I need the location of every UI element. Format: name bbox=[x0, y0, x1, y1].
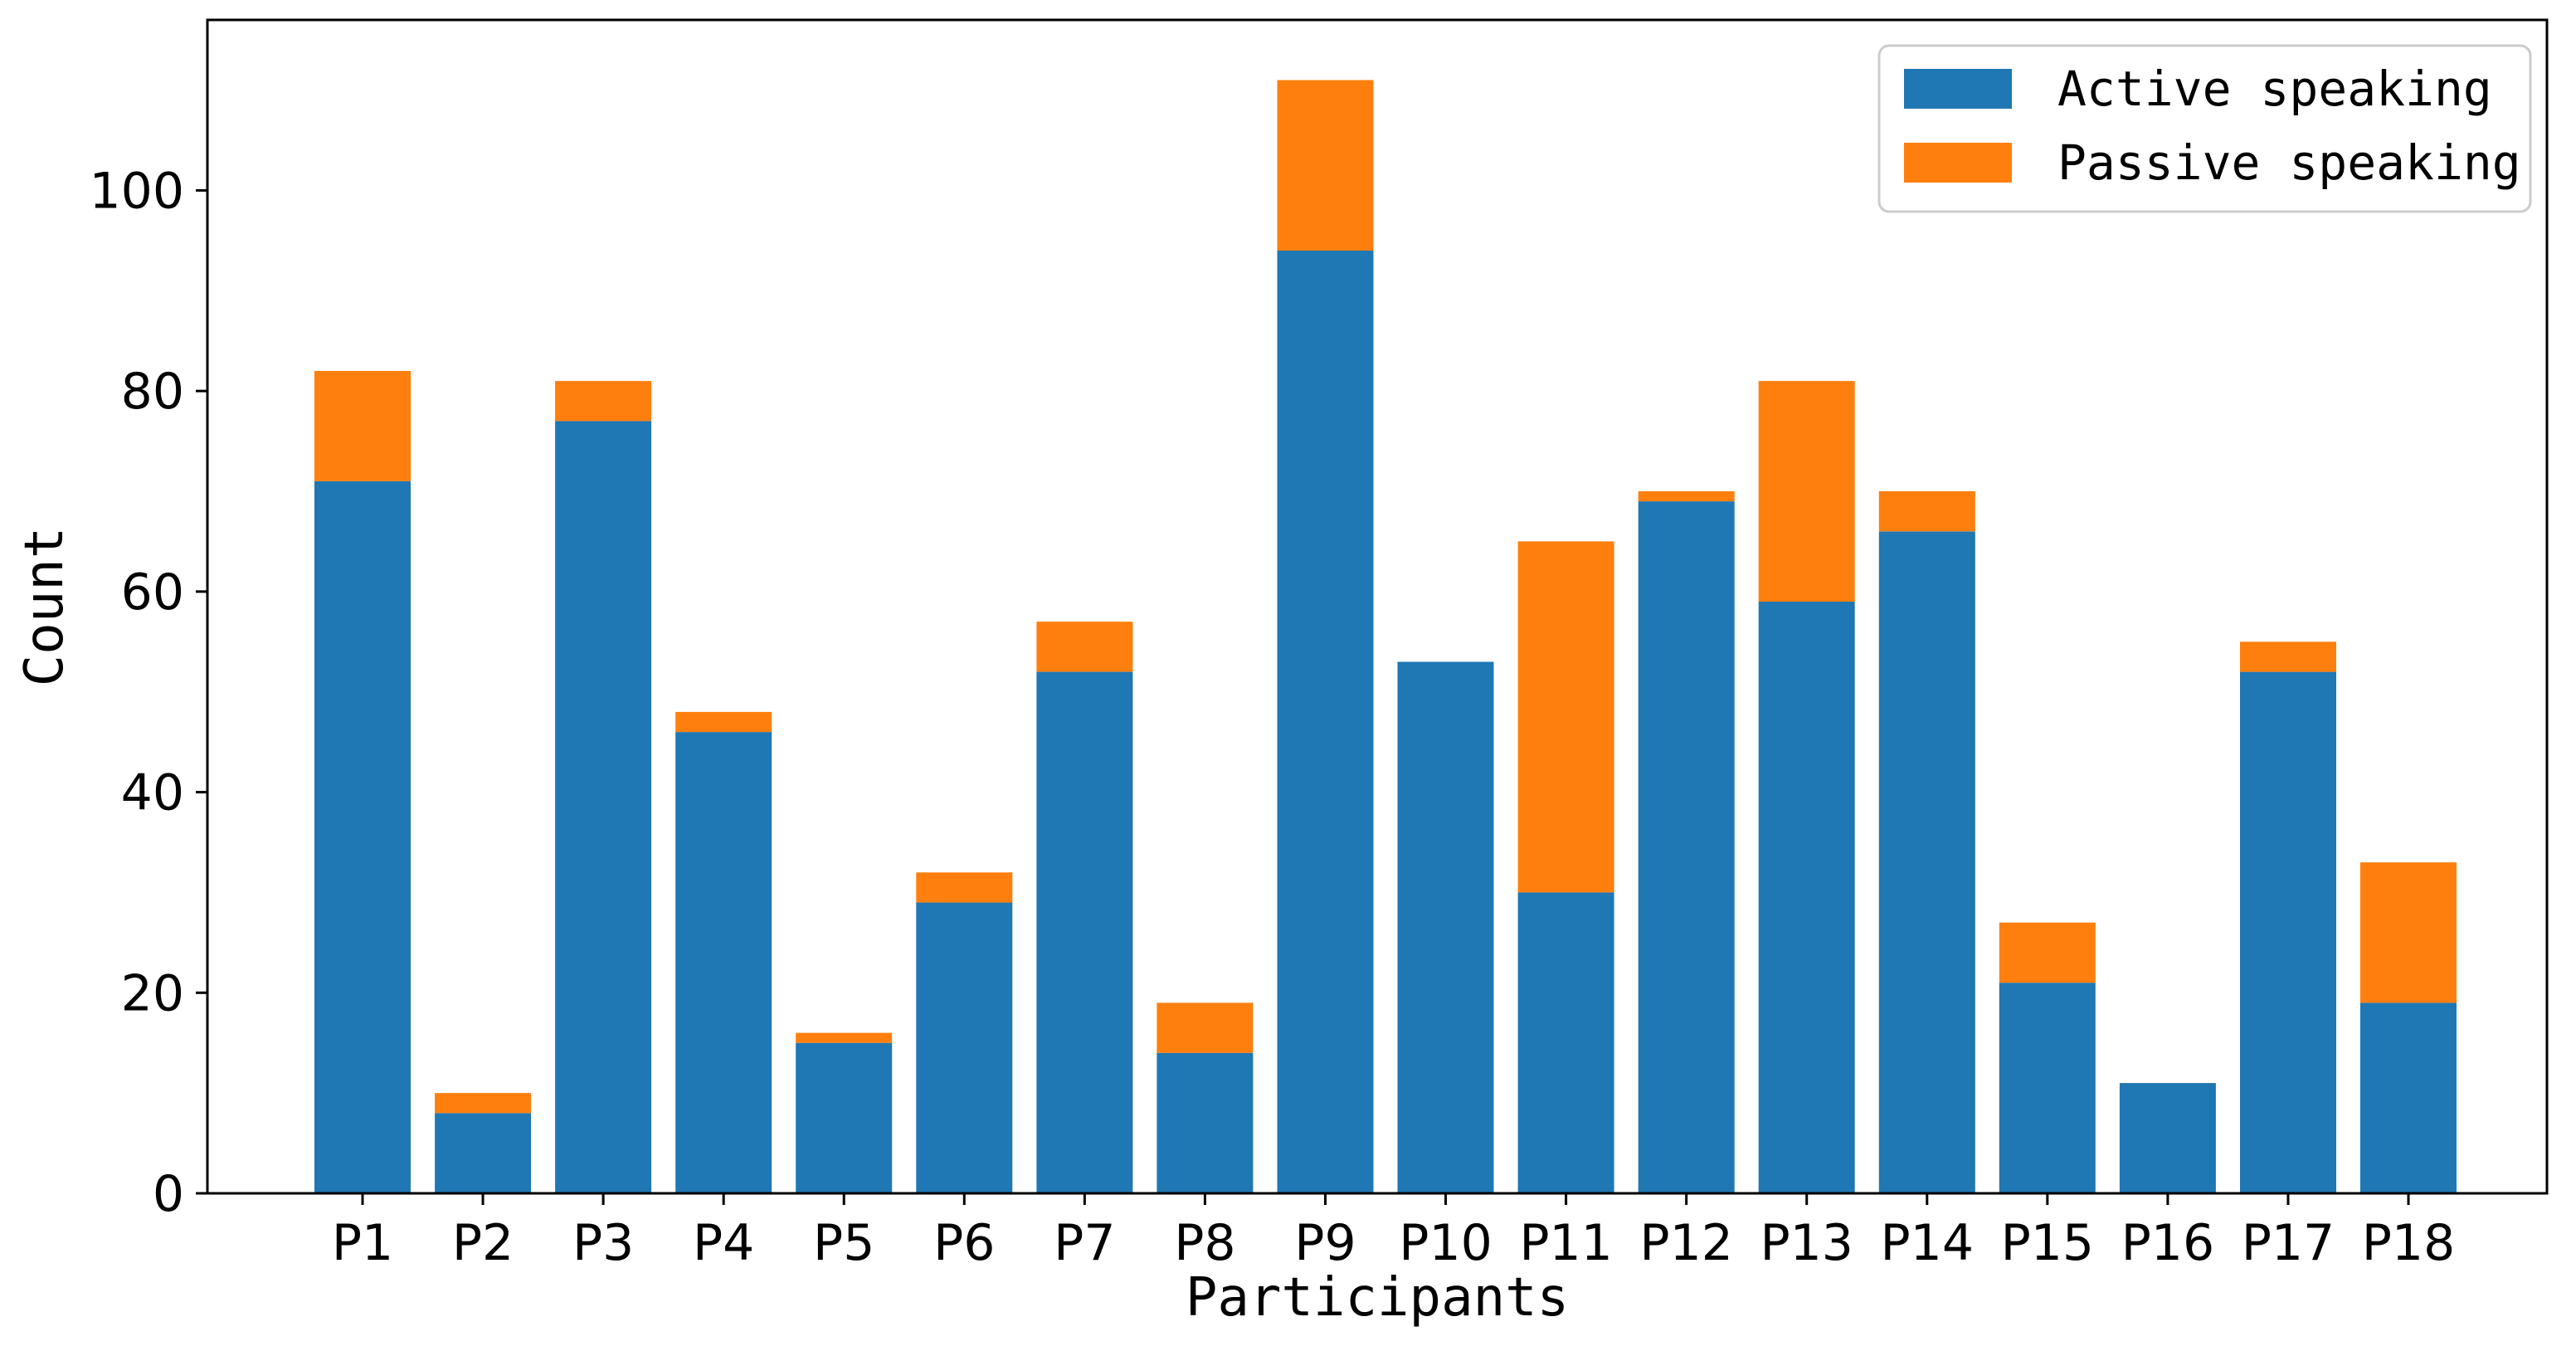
legend-label-passive: Passive speaking bbox=[2057, 134, 2521, 191]
y-axis-ticks: 0 20 40 60 80 100 bbox=[89, 162, 207, 1223]
y-tick-label: 60 bbox=[121, 563, 184, 622]
bar-p7-passive bbox=[1036, 622, 1133, 672]
bar-p12-passive bbox=[1638, 491, 1735, 502]
bar-p13-passive bbox=[1758, 381, 1855, 602]
y-tick-label: 20 bbox=[121, 964, 184, 1022]
bar-p16-active bbox=[2119, 1083, 2216, 1193]
x-tick-label: P16 bbox=[2121, 1214, 2215, 1272]
x-tick-label: P1 bbox=[332, 1214, 393, 1272]
y-tick-label: 40 bbox=[121, 764, 184, 822]
bar-p5-active bbox=[796, 1042, 893, 1193]
y-tick-label: 80 bbox=[121, 363, 184, 421]
bar-p17-active bbox=[2240, 671, 2336, 1193]
bar-p11-active bbox=[1517, 892, 1614, 1193]
bar-p5-passive bbox=[796, 1032, 893, 1043]
bar-p6-active bbox=[916, 902, 1013, 1193]
bar-p11-passive bbox=[1517, 541, 1614, 893]
x-tick-label: P3 bbox=[572, 1214, 634, 1272]
bar-p1-passive bbox=[314, 371, 411, 481]
bar-p18-passive bbox=[2360, 862, 2457, 1003]
bar-p9-passive bbox=[1277, 80, 1374, 251]
x-tick-label: P9 bbox=[1294, 1214, 1356, 1272]
legend: Active speaking Passive speaking bbox=[1877, 44, 2532, 213]
bar-p6-passive bbox=[916, 872, 1013, 903]
x-tick-label: P6 bbox=[933, 1214, 995, 1272]
bar-p9-active bbox=[1277, 251, 1374, 1193]
bar-p4-passive bbox=[675, 711, 772, 733]
x-tick-label: P12 bbox=[1639, 1214, 1733, 1272]
bar-p14-passive bbox=[1878, 491, 1975, 532]
bar-p3-active bbox=[555, 421, 652, 1193]
x-tick-label: P8 bbox=[1174, 1214, 1235, 1272]
x-tick-label: P15 bbox=[2001, 1214, 2095, 1272]
bar-p3-passive bbox=[555, 381, 652, 422]
legend-box bbox=[1877, 44, 2532, 213]
x-tick-label: P5 bbox=[813, 1214, 874, 1272]
x-tick-label: P14 bbox=[1881, 1214, 1975, 1272]
legend-label-active: Active speaking bbox=[2057, 61, 2492, 117]
bar-p14-active bbox=[1878, 531, 1975, 1193]
bar-p2-passive bbox=[435, 1093, 532, 1114]
bar-p8-active bbox=[1157, 1052, 1254, 1193]
bar-p4-active bbox=[675, 732, 772, 1193]
x-tick-label: P13 bbox=[1760, 1214, 1853, 1272]
bar-p2-active bbox=[435, 1113, 532, 1193]
bar-p12-active bbox=[1638, 501, 1735, 1193]
bar-p8-passive bbox=[1157, 1002, 1254, 1053]
y-axis-label: Count bbox=[14, 527, 75, 687]
bars-group bbox=[314, 80, 2457, 1193]
x-tick-label: P11 bbox=[1519, 1214, 1613, 1272]
bar-p1-active bbox=[314, 480, 411, 1193]
legend-swatch-active bbox=[1904, 69, 2012, 109]
bar-p15-passive bbox=[1999, 922, 2096, 983]
plot-frame bbox=[206, 18, 2549, 1195]
x-tick-label: P17 bbox=[2242, 1214, 2335, 1272]
y-tick-label: 0 bbox=[153, 1165, 184, 1223]
x-tick-label: P10 bbox=[1399, 1214, 1493, 1272]
bar-p10-active bbox=[1397, 661, 1494, 1193]
bar-p7-active bbox=[1036, 671, 1133, 1193]
x-tick-label: P4 bbox=[693, 1214, 754, 1272]
x-tick-label: P2 bbox=[452, 1214, 514, 1272]
legend-swatch-passive bbox=[1904, 143, 2012, 183]
bar-p13-active bbox=[1758, 602, 1855, 1193]
x-tick-label: P7 bbox=[1054, 1214, 1115, 1272]
bar-p18-active bbox=[2360, 1002, 2457, 1193]
bar-p15-active bbox=[1999, 983, 2096, 1193]
x-axis-label: Participants bbox=[1186, 1267, 1569, 1329]
bar-p17-passive bbox=[2240, 641, 2336, 672]
y-tick-label: 100 bbox=[89, 162, 184, 220]
x-tick-label: P18 bbox=[2362, 1214, 2456, 1272]
x-axis-ticks: P1 P2 P3 P4 P5 P6 P7 P8 P9 P10 P11 P12 P13 P14 P15 P16 P… bbox=[332, 1193, 2455, 1272]
